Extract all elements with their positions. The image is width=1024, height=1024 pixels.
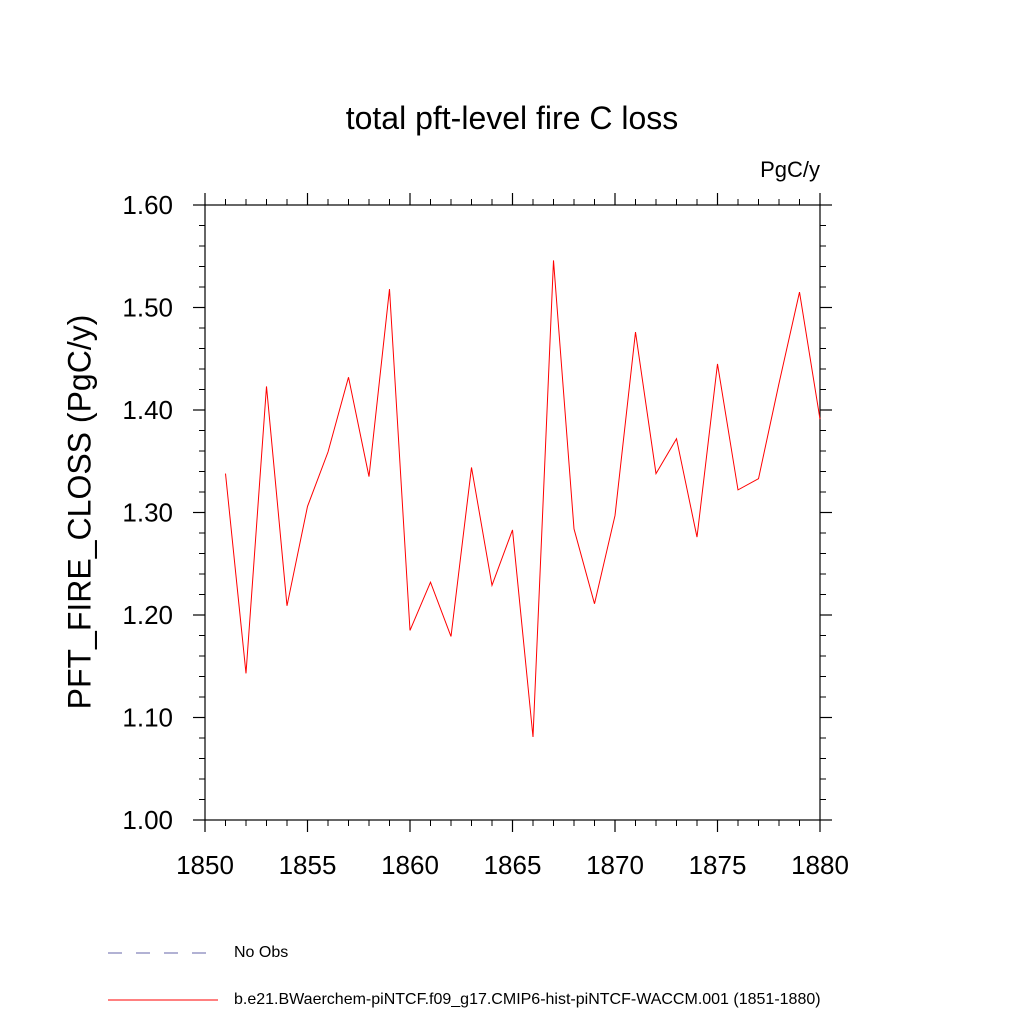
data-point [716, 362, 719, 365]
data-point [634, 331, 637, 334]
axis-ticks [193, 193, 832, 832]
data-point [737, 488, 740, 491]
x-tick-label: 1860 [381, 850, 439, 880]
data-point [675, 437, 678, 440]
data-point [286, 604, 289, 607]
data-point [757, 477, 760, 480]
y-tick-label: 1.50 [122, 293, 173, 323]
y-tick-label: 1.30 [122, 498, 173, 528]
data-point [306, 505, 309, 508]
legend-label-model: b.e21.BWaerchem-piNTCF.f09_g17.CMIP6-his… [234, 991, 821, 1008]
units-label: PgC/y [760, 157, 820, 182]
data-point [491, 584, 494, 587]
x-tick-label: 1850 [176, 850, 234, 880]
series-layer [224, 259, 822, 738]
data-point [347, 376, 350, 379]
data-point [552, 259, 555, 262]
x-tick-label: 1855 [279, 850, 337, 880]
x-tick-label: 1870 [586, 850, 644, 880]
data-point [429, 581, 432, 584]
data-point [470, 466, 473, 469]
data-point [573, 527, 576, 530]
x-tick-label: 1875 [689, 850, 747, 880]
plot-frame [204, 204, 821, 821]
data-point [224, 472, 227, 475]
data-point [696, 536, 699, 539]
y-tick-label: 1.60 [122, 190, 173, 220]
data-point [819, 418, 822, 421]
chart-title: total pft-level fire C loss [345, 100, 679, 136]
legend-label-no-obs: No Obs [234, 944, 289, 961]
tick-labels: 1850 1855 1860 1865 1870 1875 1880 1.00 1.10 1.20… [122, 190, 849, 880]
data-point [327, 451, 330, 454]
data-point [368, 475, 371, 478]
legend [108, 952, 218, 1001]
data-point [798, 291, 801, 294]
x-tick-label: 1865 [484, 850, 542, 880]
y-tick-label: 1.20 [122, 600, 173, 630]
y-tick-label: 1.10 [122, 703, 173, 733]
data-point [511, 528, 514, 531]
y-tick-label: 1.40 [122, 395, 173, 425]
data-point [409, 629, 412, 632]
data-point [388, 288, 391, 291]
data-point [450, 635, 453, 638]
data-point [778, 382, 781, 385]
data-point [245, 672, 248, 675]
data-point [265, 385, 268, 388]
data-point [593, 602, 596, 605]
data-point [655, 472, 658, 475]
x-tick-label: 1880 [791, 850, 849, 880]
data-point [614, 514, 617, 517]
y-tick-label: 1.00 [122, 805, 173, 835]
series-line [225, 260, 821, 738]
data-point [532, 735, 535, 738]
